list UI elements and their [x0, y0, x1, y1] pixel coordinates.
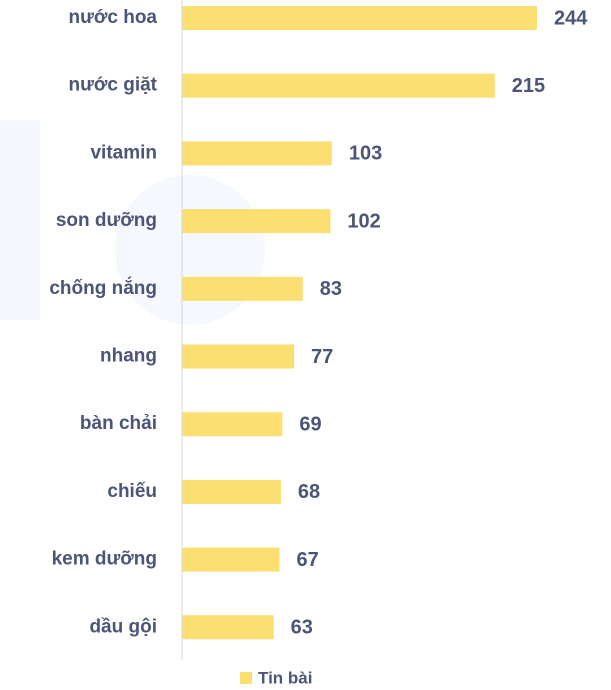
category-label: nước hoa — [69, 7, 158, 28]
bar — [182, 615, 274, 640]
bar — [182, 344, 295, 369]
bar — [182, 209, 331, 234]
value-label: 68 — [298, 481, 320, 503]
value-label: 77 — [311, 346, 333, 368]
category-label: son dưỡng — [56, 210, 157, 231]
category-label: kem dưỡng — [52, 549, 157, 570]
category-label: nước giặt — [69, 75, 158, 96]
legend-swatch — [240, 672, 252, 684]
value-label: 215 — [512, 75, 545, 97]
value-label: 83 — [320, 278, 342, 300]
value-label: 103 — [349, 143, 382, 165]
category-label: dầu gội — [89, 616, 157, 637]
value-label: 244 — [554, 7, 588, 29]
value-label: 69 — [299, 413, 321, 435]
value-label: 63 — [291, 617, 313, 639]
category-label: chống nắng — [49, 277, 157, 299]
value-label: 102 — [347, 210, 380, 232]
bar — [182, 479, 281, 504]
legend-label: Tin bài — [258, 668, 312, 687]
value-label: 67 — [296, 549, 318, 571]
category-label: chiếu — [107, 481, 157, 502]
bar — [182, 412, 283, 437]
bar — [182, 73, 495, 98]
bar — [182, 141, 332, 166]
category-label: bàn chải — [80, 413, 157, 434]
category-label: nhang — [100, 346, 157, 367]
bar — [182, 6, 537, 30]
bar — [182, 547, 280, 572]
category-label: vitamin — [90, 142, 157, 163]
bar — [182, 276, 303, 301]
